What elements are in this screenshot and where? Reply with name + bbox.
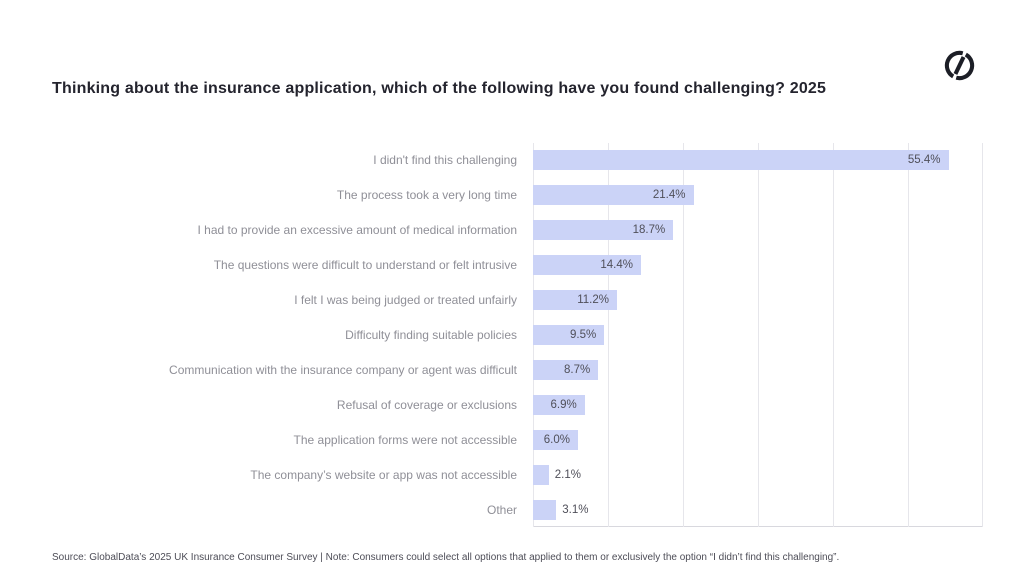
category-label: Refusal of coverage or exclusions bbox=[336, 397, 517, 412]
source-note: Source: GlobalData’s 2025 UK Insurance C… bbox=[52, 552, 840, 563]
bar bbox=[533, 464, 549, 485]
value-label: 3.1% bbox=[562, 503, 589, 516]
globaldata-logo bbox=[943, 49, 976, 82]
value-label: 8.7% bbox=[564, 363, 591, 376]
bar-track: 3.1% bbox=[533, 499, 983, 520]
category-label: The application forms were not accessibl… bbox=[293, 432, 517, 447]
bar-track: 6.0% bbox=[533, 429, 983, 450]
bar bbox=[533, 429, 578, 450]
bar-track: 9.5% bbox=[533, 324, 983, 345]
value-label: 14.4% bbox=[600, 259, 633, 272]
bar-row: Other 3.1% bbox=[52, 492, 983, 527]
value-label: 6.9% bbox=[550, 398, 577, 411]
value-label: 21.4% bbox=[652, 189, 686, 202]
category-label: I didn't find this challenging bbox=[373, 153, 517, 168]
gridline bbox=[908, 143, 909, 527]
category-label: Difficulty finding suitable policies bbox=[345, 327, 517, 342]
bar-track: 2.1% bbox=[533, 464, 983, 485]
bar bbox=[533, 185, 694, 206]
bar-row: Refusal of coverage or exclusions 6.9% bbox=[52, 387, 983, 422]
bar-track: 21.4% bbox=[533, 185, 983, 206]
bar bbox=[533, 290, 617, 311]
bar-row: The process took a very long time 21.4% bbox=[52, 178, 983, 213]
bar-track: 18.7% bbox=[533, 220, 983, 241]
bar-chart: I didn't find this challenging 55.4% The p… bbox=[52, 143, 983, 527]
value-label: 18.7% bbox=[632, 224, 666, 237]
bar bbox=[533, 220, 674, 241]
bar-row: I didn't find this challenging 55.4% bbox=[52, 143, 983, 178]
gridline bbox=[682, 143, 684, 527]
value-label: 9.5% bbox=[570, 328, 597, 341]
bar bbox=[533, 150, 949, 171]
category-label: Communication with the insurance company… bbox=[169, 362, 517, 377]
gridline bbox=[607, 143, 609, 527]
bar-track: 14.4% bbox=[533, 255, 983, 276]
category-label: I felt I was being judged or treated unf… bbox=[294, 293, 517, 308]
bar bbox=[533, 255, 641, 276]
category-label: The process took a very long time bbox=[336, 188, 517, 203]
bar bbox=[533, 324, 605, 345]
bar-row: I had to provide an excessive amount of … bbox=[52, 213, 983, 248]
bar-row: Difficulty finding suitable policies 9.5% bbox=[52, 318, 983, 353]
bar-row: I felt I was being judged or treated unf… bbox=[52, 283, 983, 318]
bar-track: 8.7% bbox=[533, 359, 983, 380]
gridline bbox=[758, 143, 759, 527]
bar-track: 6.9% bbox=[533, 394, 983, 415]
bar-row: The application forms were not accessibl… bbox=[52, 422, 983, 457]
bar-row: The company’s website or app was not acc… bbox=[52, 457, 983, 492]
gridline bbox=[982, 143, 983, 527]
bar-track: 55.4% bbox=[533, 150, 983, 171]
globaldata-logo-icon bbox=[944, 50, 975, 81]
bar-track: 11.2% bbox=[533, 290, 983, 311]
bar-row: Communication with the insurance company… bbox=[52, 352, 983, 387]
gridline bbox=[832, 143, 834, 527]
chart-title: Thinking about the insurance application… bbox=[52, 80, 827, 97]
category-label: The company’s website or app was not acc… bbox=[250, 467, 517, 482]
category-label: I had to provide an excessive amount of … bbox=[197, 223, 517, 238]
bar bbox=[533, 359, 599, 380]
bar bbox=[533, 394, 585, 415]
value-label: 11.2% bbox=[577, 294, 609, 307]
bar-row: The questions were difficult to understa… bbox=[52, 248, 983, 283]
value-label: 55.4% bbox=[907, 154, 941, 167]
value-label: 6.0% bbox=[543, 433, 570, 446]
bar-rows: I didn't find this challenging 55.4% The p… bbox=[52, 143, 983, 527]
category-label: The questions were difficult to understa… bbox=[213, 258, 517, 273]
value-label: 2.1% bbox=[554, 468, 581, 481]
category-label: Other bbox=[486, 502, 517, 517]
bar bbox=[533, 499, 557, 520]
